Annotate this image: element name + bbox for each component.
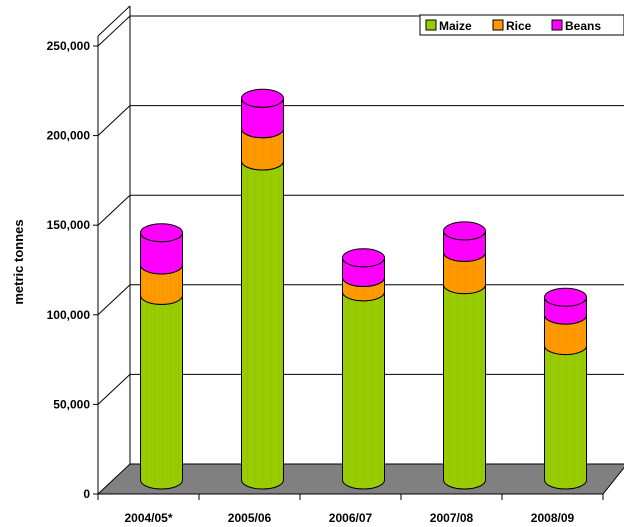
bar-top-cap bbox=[544, 287, 587, 307]
x-tick-label: 2004/05* bbox=[124, 511, 172, 525]
x-tick-label: 2006/07 bbox=[329, 511, 373, 525]
x-tick-label: 2005/06 bbox=[228, 511, 272, 525]
axes: 0 50,000 100,000 150,000 200,000 250,000 2004/… bbox=[47, 36, 604, 525]
legend-swatch-rice bbox=[492, 19, 504, 31]
legend-label-rice: Rice bbox=[506, 19, 532, 33]
legend-label-beans: Beans bbox=[565, 19, 601, 33]
y-tick-label: 50,000 bbox=[53, 397, 90, 411]
legend-swatch-beans bbox=[551, 19, 563, 31]
y-tick-label: 200,000 bbox=[47, 129, 91, 143]
bar-top-cap bbox=[241, 88, 284, 108]
legend-swatch-maize bbox=[425, 19, 437, 31]
gridline-side bbox=[97, 374, 131, 405]
y-axis-title: metric tonnes bbox=[11, 219, 26, 304]
y-tick-label: 0 bbox=[83, 487, 90, 501]
legend: Maize Rice Beans bbox=[419, 14, 624, 36]
side-wall-top-edge bbox=[97, 5, 131, 37]
x-tick-label: 2008/09 bbox=[531, 511, 575, 525]
gridline-side bbox=[97, 284, 131, 316]
y-tick-label: 100,000 bbox=[47, 308, 91, 322]
gridlines bbox=[97, 15, 624, 405]
chart-walls bbox=[97, 5, 131, 464]
legend-label-maize: Maize bbox=[439, 19, 472, 33]
bar-top-cap bbox=[140, 223, 183, 243]
bar-top-cap bbox=[342, 248, 385, 268]
gridline-side bbox=[97, 105, 131, 136]
bar-top-cap bbox=[443, 221, 486, 241]
y-tick-label: 150,000 bbox=[47, 218, 91, 232]
legend-box bbox=[419, 14, 624, 36]
gridline-side bbox=[97, 15, 131, 47]
x-tick-label: 2007/08 bbox=[430, 511, 474, 525]
bars bbox=[140, 88, 587, 490]
y-tick-label: 250,000 bbox=[47, 39, 91, 53]
gridline-side bbox=[97, 194, 131, 226]
